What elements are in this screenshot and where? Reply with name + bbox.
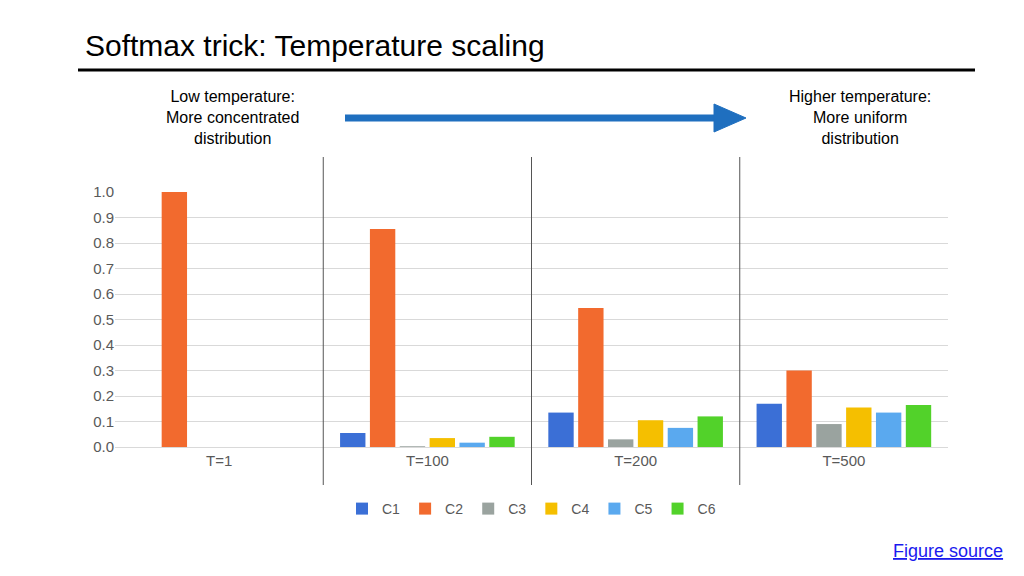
svg-text:0.1: 0.1 [93, 413, 114, 430]
svg-text:Low temperature:More concentra: Low temperature:More concentrateddistrib… [166, 88, 299, 147]
svg-text:C3: C3 [508, 501, 526, 517]
svg-text:Higher temperature:More unifor: Higher temperature:More uniformdistribut… [789, 88, 931, 147]
svg-text:C5: C5 [634, 501, 652, 517]
svg-text:0.4: 0.4 [93, 336, 114, 353]
svg-text:T=100: T=100 [406, 452, 449, 469]
svg-text:0.7: 0.7 [93, 260, 114, 277]
svg-text:0.0: 0.0 [93, 438, 114, 455]
svg-text:T=1: T=1 [206, 452, 232, 469]
svg-text:T=500: T=500 [822, 452, 865, 469]
svg-text:0.5: 0.5 [93, 311, 114, 328]
svg-text:C1: C1 [382, 501, 400, 517]
svg-text:C4: C4 [571, 501, 589, 517]
svg-text:0.2: 0.2 [93, 387, 114, 404]
svg-text:0.8: 0.8 [93, 234, 114, 251]
svg-text:0.6: 0.6 [93, 285, 114, 302]
svg-text:1.0: 1.0 [93, 183, 114, 200]
svg-text:C2: C2 [445, 501, 463, 517]
svg-text:Figure source: Figure source [893, 541, 1003, 561]
svg-text:C6: C6 [698, 501, 716, 517]
svg-text:Softmax trick: Temperature sca: Softmax trick: Temperature scaling [85, 29, 545, 62]
svg-text:0.9: 0.9 [93, 209, 114, 226]
svg-text:T=200: T=200 [614, 452, 657, 469]
svg-text:0.3: 0.3 [93, 362, 114, 379]
